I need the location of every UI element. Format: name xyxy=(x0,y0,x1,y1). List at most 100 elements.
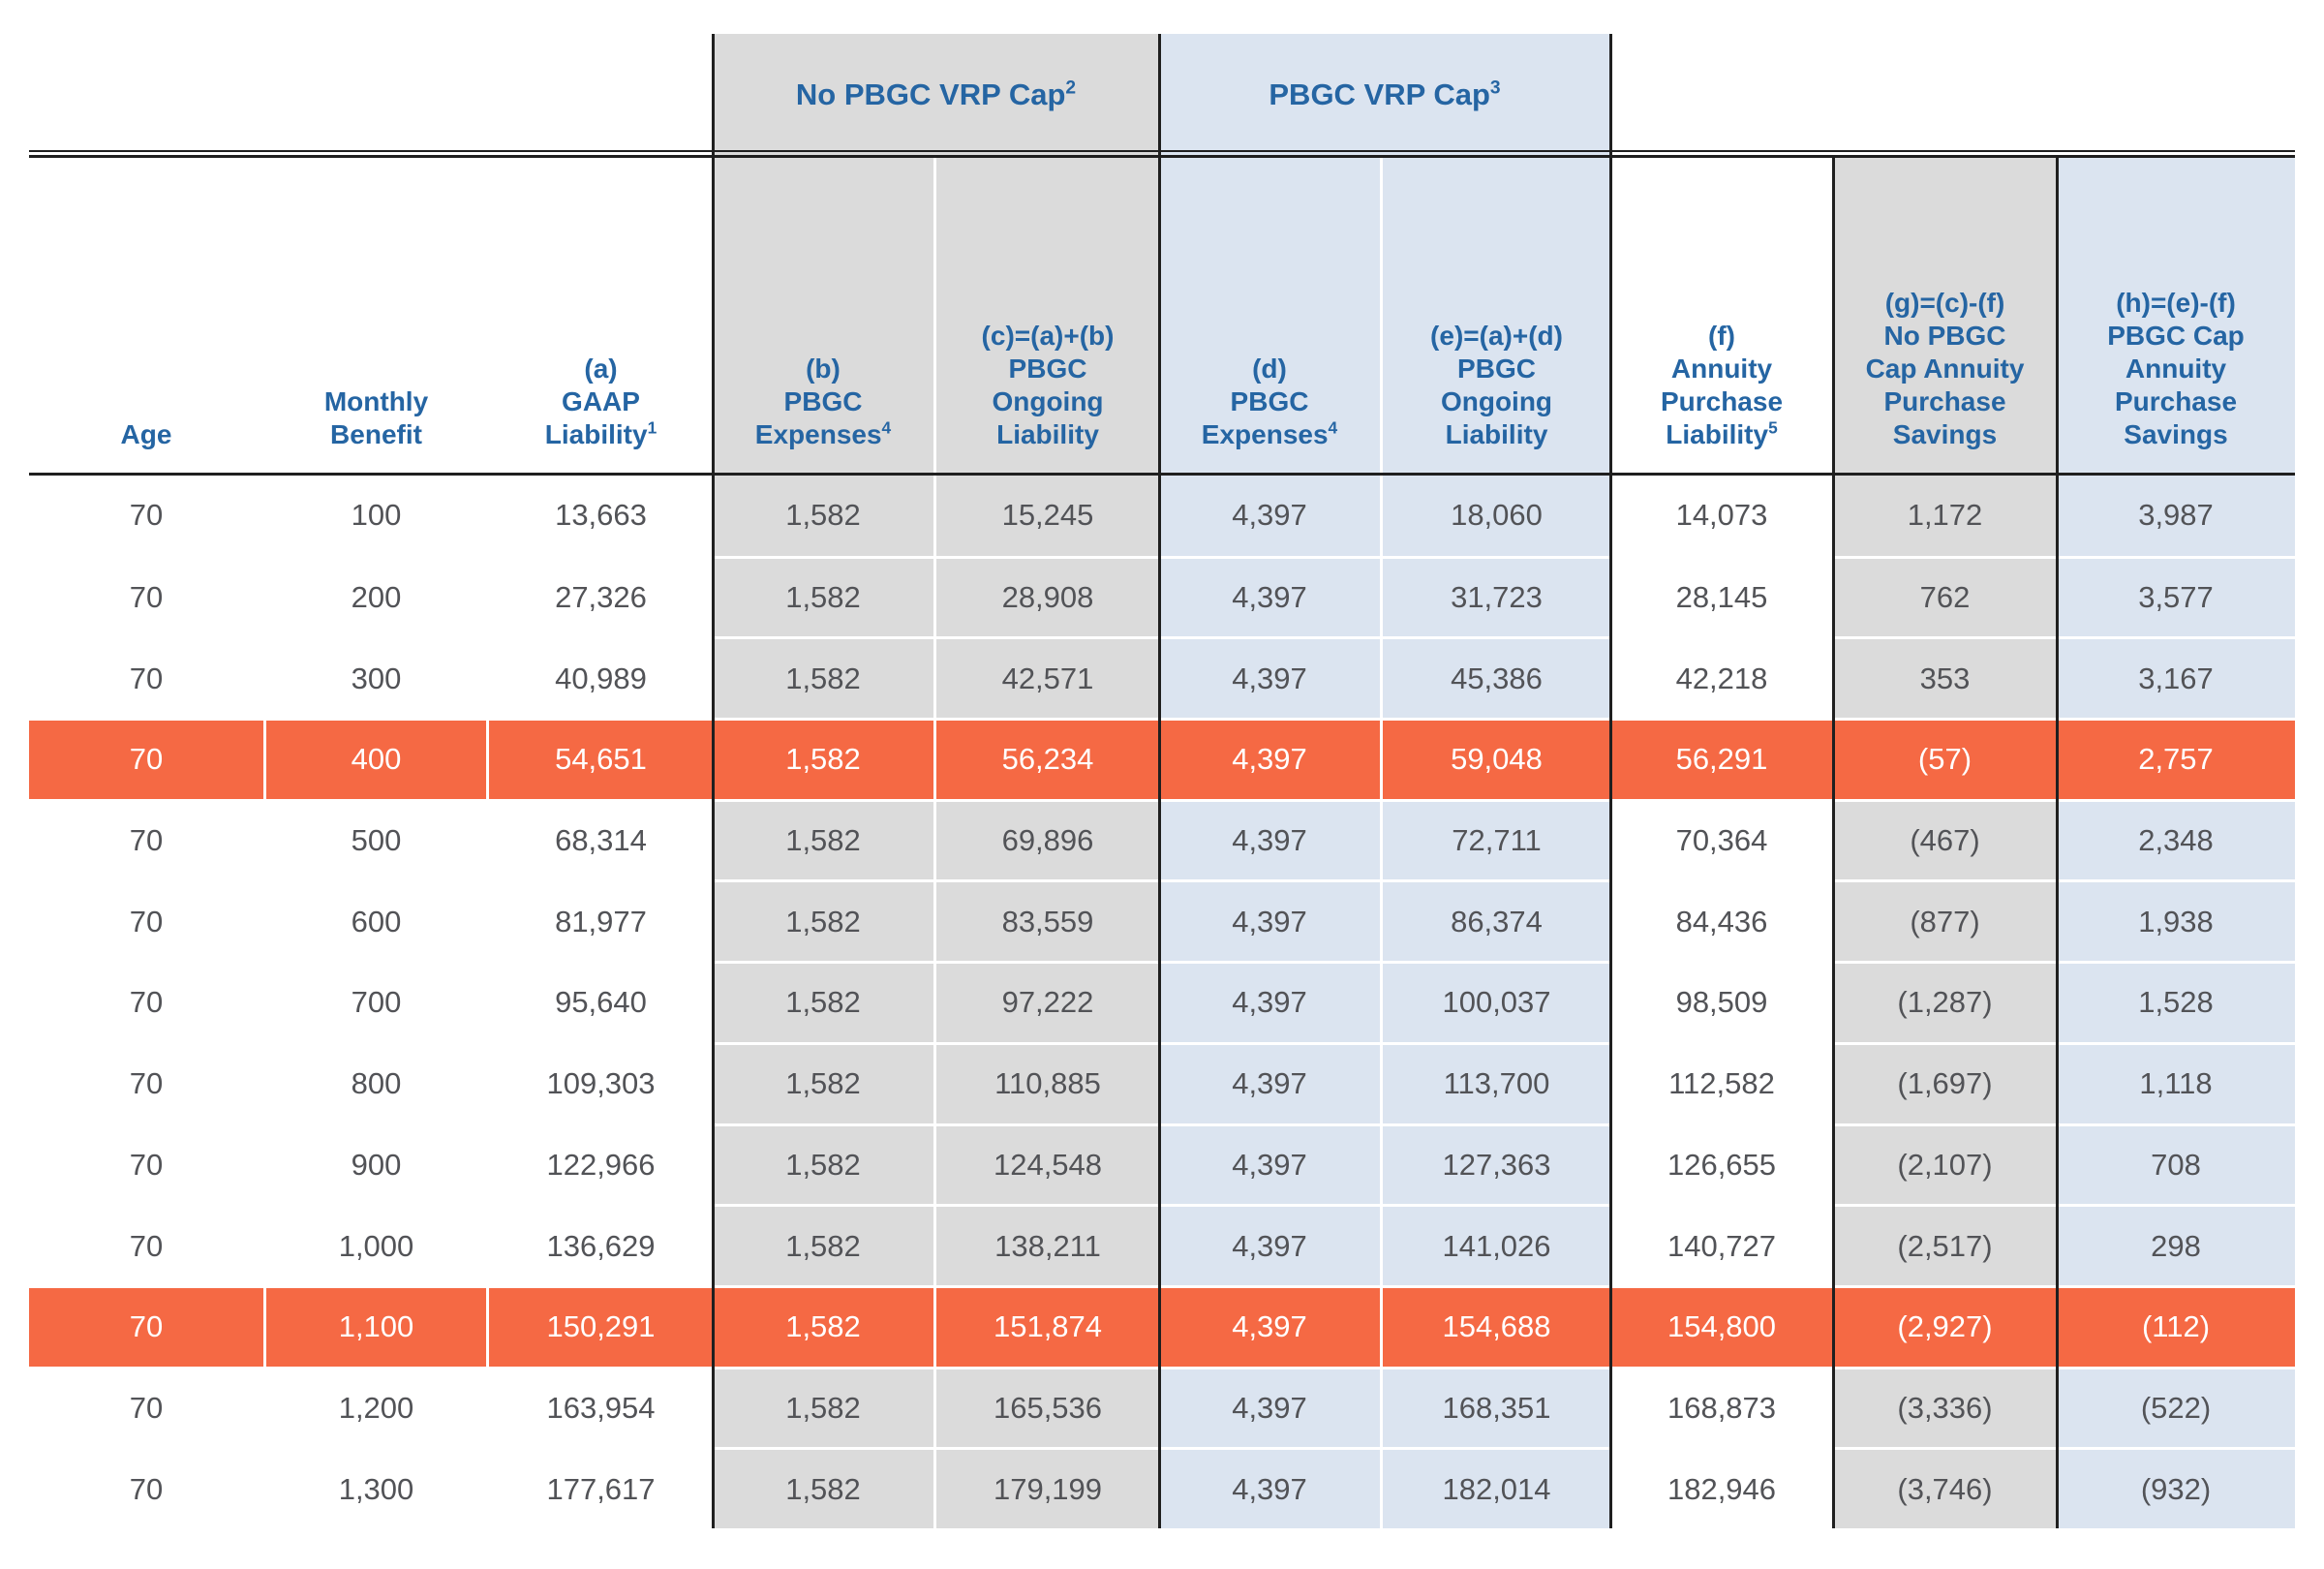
cell-annuity-purchase-liability: 14,073 xyxy=(1675,497,1768,532)
column-header-annuity-purchase-liability: (f) Annuity Purchase Liability5 xyxy=(1610,155,1833,475)
cell-age: 70 xyxy=(29,1366,266,1448)
column-header-line: Age xyxy=(120,419,172,449)
cell-annuity-purchase-liability: 42,218 xyxy=(1610,636,1833,718)
cell-pbgc-expenses-no-cap: 1,582 xyxy=(713,1284,936,1367)
table-row-highlighted: 70 400 54,651 1,582 56,234 4,397 59,048 56,291(… xyxy=(29,718,2295,799)
column-header-line: PBGC Cap xyxy=(2107,321,2245,351)
cell-gaap-liability: 150,291 xyxy=(489,1284,713,1367)
section-line xyxy=(1832,155,1835,1528)
cell-age: 70 xyxy=(29,798,266,880)
column-header-line: (b) xyxy=(806,354,841,384)
cell-pbgc-ongoing-liab-cap: 154,688 xyxy=(1383,1284,1610,1367)
cell-monthly-benefit: 1,200 xyxy=(266,1366,489,1448)
cell-pbgc-ongoing-liab-no-cap: 42,571 xyxy=(936,636,1159,719)
cell-monthly-benefit: 1,100 xyxy=(266,1284,489,1367)
cell-age: 70 xyxy=(29,879,266,962)
cell-age: 70 xyxy=(29,1284,266,1367)
cell-pbgc-expenses-no-cap: 1,582 xyxy=(713,1204,936,1285)
cell-no-cap-annuity-savings: (2,517) xyxy=(1833,1204,2057,1285)
column-header-line: Liability xyxy=(1445,419,1548,449)
column-header-no-cap-annuity-savings: (g)=(c)-(f) No PBGC Cap Annuity Purchase Sav… xyxy=(1833,155,2057,475)
cell-pbgc-expenses-cap: 4,397 xyxy=(1159,555,1383,637)
table-row: 70 200 27,326 1,582 28,908 4,397 31,723 28,145 7… xyxy=(29,555,2295,637)
column-header-pbgc-expenses-cap: (d) PBGC Expenses4 xyxy=(1159,155,1383,475)
cell-pbgc-ongoing-liab-cap: 31,723 xyxy=(1383,555,1610,637)
cell-pbgc-expenses-no-cap: 1,582 xyxy=(713,798,936,880)
column-header-line: Expenses4 xyxy=(1201,417,1338,449)
cell-pbgc-expenses-cap: 4,397 xyxy=(1159,1366,1383,1448)
cell-pbgc-expenses-cap: 4,397 xyxy=(1159,475,1383,556)
cell-gaap-liability: 109,303 xyxy=(489,1041,713,1123)
cell-no-cap-annuity-savings: (3,746) xyxy=(1833,1447,2057,1528)
cell-cap-annuity-savings: (522) xyxy=(2057,1366,2295,1448)
cell-pbgc-expenses-cap: 4,397 xyxy=(1159,1204,1383,1285)
cell-cap-annuity-savings: 2,757 xyxy=(2057,718,2295,799)
table-row: 70 700 95,640 1,582 97,222 4,397 100,037 98,509… xyxy=(29,961,2295,1042)
cell-cap-annuity-savings: 3,577 xyxy=(2057,555,2295,637)
cell-pbgc-expenses-cap: 4,397 xyxy=(1159,798,1383,880)
column-header-line: Annuity xyxy=(2125,354,2227,384)
column-header-line: (g)=(c)-(f) xyxy=(1884,288,2005,318)
table-row: 70 800 109,303 1,582 110,885 4,397 113,700 112,… xyxy=(29,1041,2295,1123)
group-header-label: PBGC VRP Cap xyxy=(1269,77,1490,111)
column-header-monthly-benefit: Monthly Benefit xyxy=(266,155,489,475)
cell-no-cap-annuity-savings: (1,287) xyxy=(1833,961,2057,1042)
column-header-line: Monthly xyxy=(323,386,429,416)
column-header-line: Expenses4 xyxy=(754,417,892,449)
cell-pbgc-expenses-cap: 4,397 xyxy=(1159,1123,1383,1205)
cell-gaap-liability: 40,989 xyxy=(489,636,713,718)
cell-pbgc-expenses-cap: 4,397 xyxy=(1159,1041,1383,1123)
column-header-row: Age Monthly Benefit (a) GAAP Liability1 (b) PBG… xyxy=(29,155,2295,475)
cell-gaap-liability: 95,640 xyxy=(489,961,713,1042)
cell-pbgc-expenses-no-cap: 1,582 xyxy=(713,1041,936,1123)
section-line xyxy=(1158,34,1161,1528)
footnote-marker: 5 xyxy=(1768,417,1778,438)
cell-pbgc-ongoing-liab-no-cap: 28,908 xyxy=(936,555,1159,637)
group-header-no-pbgc-vrp-cap: No PBGC VRP Cap2 xyxy=(713,34,1159,155)
cell-pbgc-ongoing-liab-cap: 100,037 xyxy=(1383,961,1610,1042)
cell-pbgc-ongoing-liab-no-cap: 165,536 xyxy=(936,1366,1159,1448)
cell-gaap-liability: 81,977 xyxy=(489,879,713,961)
table-row: 70 100 13,663 1,582 15,245 4,397 18,060 14,073 1… xyxy=(29,475,2295,556)
column-header-line: PBGC xyxy=(1457,354,1536,384)
cell-monthly-benefit: 600 xyxy=(266,879,489,962)
cell-monthly-benefit: 800 xyxy=(266,1041,489,1123)
table-row: 70 900 122,966 1,582 124,548 4,397 127,363 126,… xyxy=(29,1123,2295,1205)
cell-gaap-liability: 163,954 xyxy=(489,1366,713,1448)
table-row: 70 500 68,314 1,582 69,896 4,397 72,711 70,364(… xyxy=(29,798,2295,880)
column-header-line: GAAP xyxy=(562,386,640,416)
cell-no-cap-annuity-savings: (2,107) xyxy=(1833,1123,2057,1205)
cell-pbgc-ongoing-liab-cap: 18,060 xyxy=(1383,475,1610,556)
column-header-line: Purchase xyxy=(1660,386,1784,416)
cell-gaap-liability: 68,314 xyxy=(489,798,713,880)
cell-pbgc-expenses-cap: 4,397 xyxy=(1159,636,1383,719)
cell-no-cap-annuity-savings: (2,927) xyxy=(1833,1284,2057,1367)
cell-annuity-purchase-liability: 182,946 xyxy=(1610,1447,1833,1528)
column-header-line: (c)=(a)+(b) xyxy=(981,321,1115,351)
cell-pbgc-ongoing-liab-cap: 59,048 xyxy=(1383,718,1610,799)
cell-age: 70 xyxy=(29,1123,266,1205)
top-rule xyxy=(29,150,2295,152)
table-row-highlighted: 70 1,100 150,291 1,582 151,874 4,397 154,688 15… xyxy=(29,1284,2295,1367)
cell-cap-annuity-savings: (932) xyxy=(2057,1447,2295,1528)
column-header-line: PBGC xyxy=(783,386,863,416)
cell-gaap-liability: 13,663 xyxy=(555,497,647,532)
cell-pbgc-expenses-cap: 4,397 xyxy=(1159,1284,1383,1367)
cell-annuity-purchase-liability: 28,145 xyxy=(1610,555,1833,637)
cell-age: 70 xyxy=(29,636,266,719)
cell-pbgc-ongoing-liab-cap: 127,363 xyxy=(1383,1123,1610,1205)
cell-pbgc-expenses-no-cap: 1,582 xyxy=(713,555,936,637)
cell-no-cap-annuity-savings: 1,172 xyxy=(1833,475,2057,556)
cell-pbgc-ongoing-liab-no-cap: 124,548 xyxy=(936,1123,1159,1205)
cell-age: 70 xyxy=(29,1041,266,1123)
table-row: 70 1,200 163,954 1,582 165,536 4,397 168,351 16… xyxy=(29,1366,2295,1448)
cell-pbgc-expenses-cap: 4,397 xyxy=(1159,879,1383,962)
footnote-marker: 3 xyxy=(1489,77,1501,99)
column-header-line: Purchase xyxy=(2114,386,2238,416)
cell-cap-annuity-savings: (112) xyxy=(2057,1284,2295,1367)
cell-age: 70 xyxy=(29,475,266,556)
cell-cap-annuity-savings: 1,528 xyxy=(2057,961,2295,1042)
cell-cap-annuity-savings: 1,118 xyxy=(2057,1041,2295,1123)
cell-pbgc-expenses-cap: 4,397 xyxy=(1159,718,1383,799)
cell-cap-annuity-savings: 3,167 xyxy=(2057,636,2295,719)
